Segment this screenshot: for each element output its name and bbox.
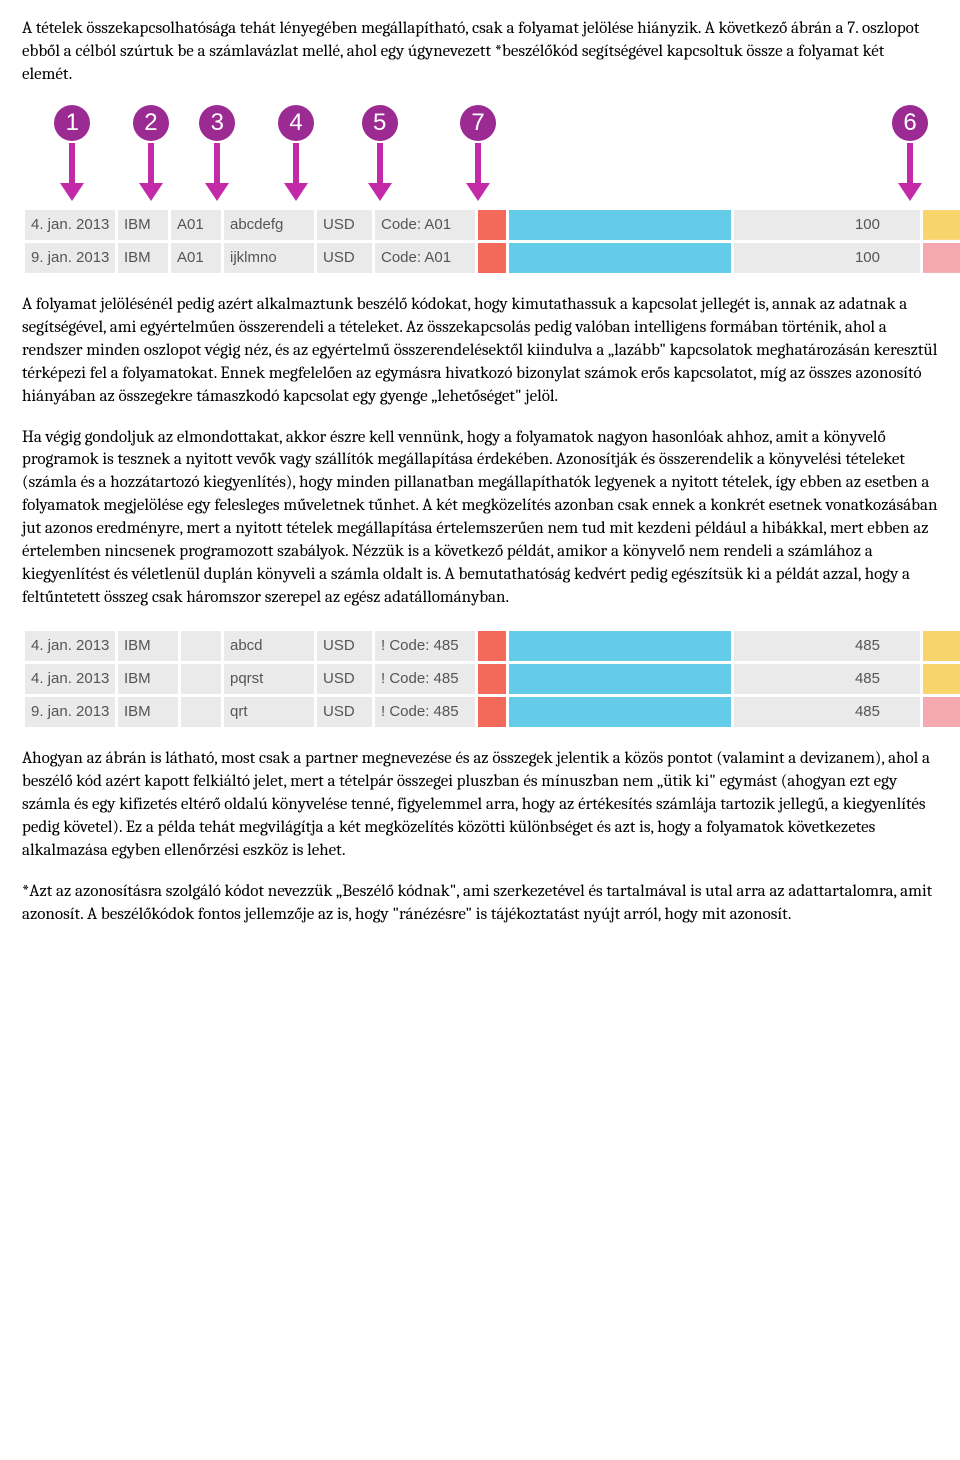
- table-cell: [181, 697, 221, 727]
- table-cell: [923, 697, 960, 727]
- color-swatch: [923, 631, 960, 661]
- table-cell: Code: A01: [375, 210, 475, 240]
- figure-1: 1234576 4. jan. 2013IBMA01abcdefgUSDCode…: [22, 105, 938, 276]
- paragraph-5: *Azt az azonosításra szolgáló kódot neve…: [22, 881, 938, 927]
- table-cell: IBM: [118, 243, 168, 273]
- table-cell: [478, 243, 506, 273]
- table-cell: [923, 631, 960, 661]
- color-swatch: [478, 243, 506, 273]
- table-cell: USD: [317, 243, 372, 273]
- table-cell: A01: [171, 210, 221, 240]
- table-cell: 485: [734, 697, 920, 727]
- color-swatch: [923, 243, 960, 273]
- table-cell: ! Code: 485: [375, 697, 475, 727]
- table-cell: ! Code: 485: [375, 631, 475, 661]
- table-cell: qrt: [224, 697, 314, 727]
- table-cell: [509, 664, 731, 694]
- table-cell: abcdefg: [224, 210, 314, 240]
- table-cell: IBM: [118, 664, 178, 694]
- arrow-circle: 2: [133, 105, 169, 141]
- table-cell: [478, 697, 506, 727]
- arrow-circle: 6: [892, 105, 928, 141]
- table-cell: A01: [171, 243, 221, 273]
- table-row: 4. jan. 2013IBM pqrstUSD! Code: 485 485: [25, 664, 960, 694]
- table-cell: [509, 697, 731, 727]
- table-cell: abcd: [224, 631, 314, 661]
- figure-2-table: 4. jan. 2013IBMabcdUSD! Code: 4854854. j…: [22, 628, 960, 730]
- table-cell: 485: [734, 664, 920, 694]
- arrow-7: 7: [417, 105, 540, 201]
- table-cell: 100: [734, 210, 920, 240]
- table-cell: [509, 631, 731, 661]
- arrow-6: 6: [539, 105, 938, 201]
- table-cell: [923, 243, 960, 273]
- arrow-4: 4: [249, 105, 342, 201]
- color-swatch: [923, 210, 960, 240]
- color-swatch: [923, 697, 960, 727]
- table-cell: [478, 631, 506, 661]
- color-swatch: [509, 210, 731, 240]
- color-swatch: [923, 664, 960, 694]
- table-cell: [509, 243, 731, 273]
- arrow-5: 5: [343, 105, 417, 201]
- table-cell: IBM: [118, 697, 178, 727]
- figure-1-table: 4. jan. 2013IBMA01abcdefgUSDCode: A01 100…: [22, 207, 960, 276]
- color-swatch: [509, 664, 731, 694]
- color-swatch: [478, 631, 506, 661]
- arrow-3: 3: [185, 105, 249, 201]
- table-cell: [478, 664, 506, 694]
- color-swatch: [509, 243, 731, 273]
- arrow-circle: 7: [460, 105, 496, 141]
- table-cell: USD: [317, 631, 372, 661]
- table-cell: USD: [317, 664, 372, 694]
- table-cell: Code: A01: [375, 243, 475, 273]
- table-cell: [181, 631, 221, 661]
- table-cell: 485: [734, 631, 920, 661]
- arrow-1: 1: [28, 105, 117, 201]
- paragraph-3: Ha végig gondoljuk az elmondottakat, akk…: [22, 427, 938, 611]
- color-swatch: [478, 210, 506, 240]
- table-cell: 100: [734, 243, 920, 273]
- table-cell: [181, 664, 221, 694]
- table-row: 4. jan. 2013IBM abcdUSD! Code: 485 485: [25, 631, 960, 661]
- table-cell: 9. jan. 2013: [25, 243, 115, 273]
- arrow-circle: 5: [362, 105, 398, 141]
- table-cell: 4. jan. 2013: [25, 210, 115, 240]
- color-swatch: [509, 631, 731, 661]
- color-swatch: [478, 697, 506, 727]
- table-cell: USD: [317, 697, 372, 727]
- table-cell: IBM: [118, 210, 168, 240]
- table-cell: 9. jan. 2013: [25, 697, 115, 727]
- table-cell: [478, 210, 506, 240]
- table-cell: [923, 664, 960, 694]
- table-cell: ! Code: 485: [375, 664, 475, 694]
- table-row: 9. jan. 2013IBMA01ijklmnoUSDCode: A01 100: [25, 243, 960, 273]
- arrow-2: 2: [117, 105, 186, 201]
- table-cell: 4. jan. 2013: [25, 664, 115, 694]
- table-cell: [923, 210, 960, 240]
- paragraph-4: Ahogyan az ábrán is látható, most csak a…: [22, 748, 938, 863]
- arrow-circle: 1: [54, 105, 90, 141]
- paragraph-2: A folyamat jelölésénél pedig azért alkal…: [22, 294, 938, 409]
- arrow-circle: 4: [278, 105, 314, 141]
- table-row: 4. jan. 2013IBMA01abcdefgUSDCode: A01 100: [25, 210, 960, 240]
- table-cell: USD: [317, 210, 372, 240]
- arrow-circle: 3: [199, 105, 235, 141]
- color-swatch: [478, 664, 506, 694]
- table-cell: IBM: [118, 631, 178, 661]
- table-cell: pqrst: [224, 664, 314, 694]
- table-cell: 4. jan. 2013: [25, 631, 115, 661]
- table-row: 9. jan. 2013IBM qrtUSD! Code: 485 485: [25, 697, 960, 727]
- table-cell: [509, 210, 731, 240]
- color-swatch: [509, 697, 731, 727]
- paragraph-1: A tételek összekapcsolhatósága tehát lén…: [22, 18, 938, 87]
- figure-2: 4. jan. 2013IBMabcdUSD! Code: 4854854. j…: [22, 628, 938, 730]
- table-cell: ijklmno: [224, 243, 314, 273]
